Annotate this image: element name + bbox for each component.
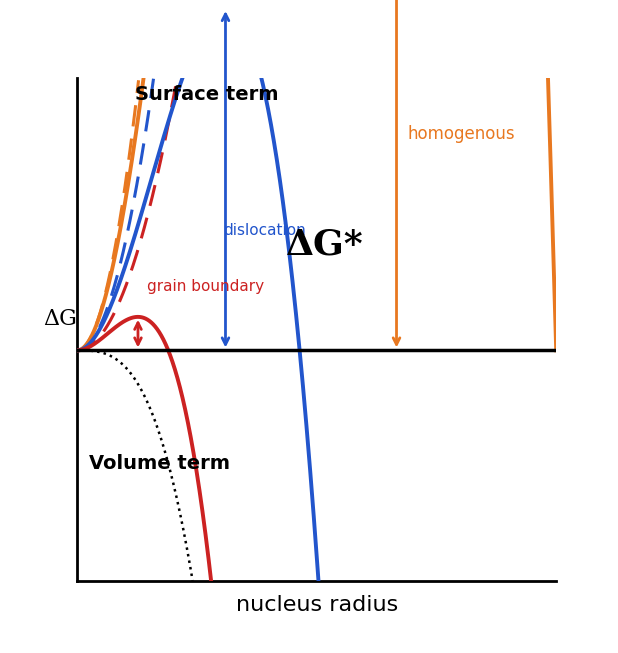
Text: ΔG*: ΔG*	[286, 228, 363, 262]
Text: Surface term: Surface term	[135, 85, 278, 104]
Text: homogenous: homogenous	[408, 125, 515, 144]
X-axis label: nucleus radius: nucleus radius	[235, 595, 398, 615]
Y-axis label: ΔG: ΔG	[44, 308, 77, 330]
Text: dislocation: dislocation	[223, 223, 306, 238]
Text: grain boundary: grain boundary	[146, 279, 264, 294]
Text: Volume term: Volume term	[89, 454, 231, 473]
